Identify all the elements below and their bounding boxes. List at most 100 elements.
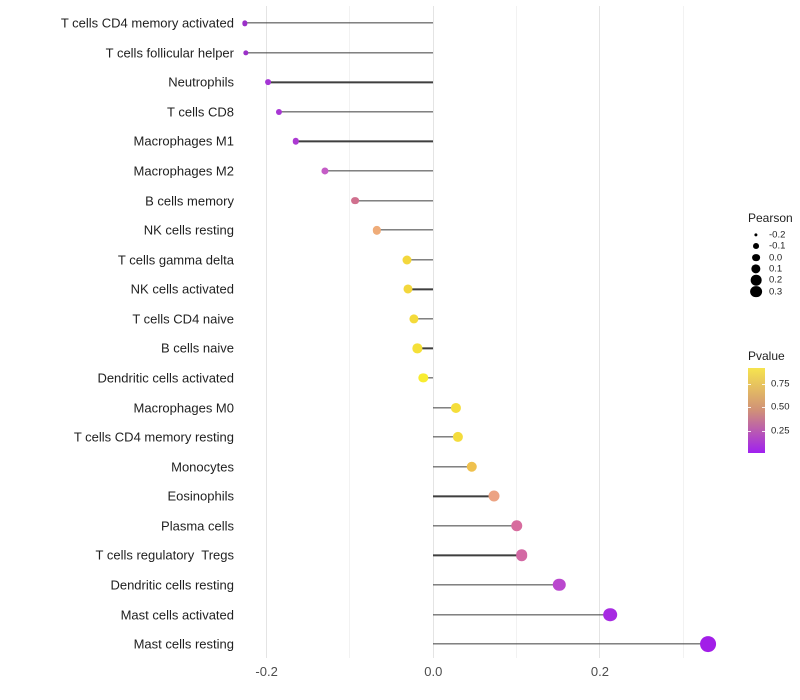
size-legend-dot xyxy=(754,233,758,237)
lollipop-stem xyxy=(433,584,560,586)
size-legend-value: -0.2 xyxy=(769,229,786,241)
lollipop-dot xyxy=(372,226,381,235)
y-axis-label: T cells CD4 naive xyxy=(132,311,234,327)
lollipop-dot xyxy=(453,432,464,443)
y-axis-label: Monocytes xyxy=(171,459,234,475)
lollipop-stem xyxy=(406,259,434,261)
lollipop-stem xyxy=(408,288,434,290)
x-axis-tick-label: -0.2 xyxy=(255,664,278,679)
pvalue-tick-mark xyxy=(762,384,765,385)
y-axis-label: Dendritic cells activated xyxy=(97,370,234,386)
lollipop-stem xyxy=(433,466,472,468)
y-axis-label: Macrophages M1 xyxy=(133,133,234,149)
lollipop-stem xyxy=(433,613,610,616)
lollipop-dot xyxy=(418,373,428,383)
lollipop-stem xyxy=(244,22,434,24)
lollipop-stem xyxy=(324,170,434,172)
y-axis-label: NK cells resting xyxy=(143,222,234,238)
lollipop-dot xyxy=(510,520,523,532)
pvalue-tick-label: 0.75 xyxy=(771,378,790,390)
lollipop-dot xyxy=(515,549,528,562)
y-axis-label: Macrophages M0 xyxy=(133,400,234,416)
pvalue-tick-label: 0.50 xyxy=(771,401,790,413)
size-legend-value: 0.2 xyxy=(769,274,783,286)
lollipop-stem xyxy=(433,525,517,527)
gridline-x-major xyxy=(599,6,601,658)
lollipop-stem xyxy=(433,495,495,497)
size-legend-value: 0.0 xyxy=(769,252,783,264)
lollipop-dot xyxy=(242,20,248,26)
lollipop-stem xyxy=(376,229,434,231)
pvalue-tick-mark xyxy=(762,430,765,432)
lollipop-stem xyxy=(295,140,434,143)
lollipop-dot xyxy=(276,108,283,115)
size-legend-value: 0.3 xyxy=(769,286,783,297)
pvalue-colorbar xyxy=(748,368,765,453)
size-legend-dot xyxy=(752,253,760,262)
y-axis-label: Dendritic cells resting xyxy=(110,577,234,593)
pvalue-tick-label: 0.25 xyxy=(771,425,790,437)
lollipop-dot xyxy=(603,607,617,622)
lollipop-dot xyxy=(243,50,249,56)
lollipop-stem xyxy=(268,81,434,83)
lollipop-dot xyxy=(351,196,359,205)
size-legend-dot xyxy=(753,243,759,250)
lollipop-stem xyxy=(433,436,459,438)
gridline-x-minor xyxy=(516,6,518,658)
size-legend-value: 0.1 xyxy=(769,263,783,275)
gridline-x-major xyxy=(432,6,434,658)
lollipop-dot xyxy=(412,343,423,354)
y-axis-label: T cells gamma delta xyxy=(117,252,234,268)
gridline-x-minor xyxy=(349,6,351,658)
x-axis-tick-label: 0.0 xyxy=(424,664,443,679)
lollipop-stem xyxy=(417,347,434,350)
lollipop-dot xyxy=(321,167,329,175)
pvalue-tick-mark xyxy=(748,430,751,432)
lollipop-dot xyxy=(552,578,566,592)
y-axis-label: B cells naive xyxy=(161,340,234,356)
lollipop-stem xyxy=(433,643,709,645)
y-axis-label: T cells follicular helper xyxy=(105,45,234,61)
pvalue-tick-mark xyxy=(748,407,751,409)
lollipop-dot xyxy=(292,138,300,145)
lollipop-stem xyxy=(414,318,434,320)
y-axis-label: Macrophages M2 xyxy=(133,163,234,179)
size-legend-dot xyxy=(751,264,761,274)
size-legend-dot xyxy=(750,285,762,298)
y-axis-label: Neutrophils xyxy=(168,74,234,90)
y-axis-label: Mast cells activated xyxy=(120,607,234,623)
pvalue-tick-mark xyxy=(762,407,765,409)
color-legend-title: Pvalue xyxy=(748,349,785,363)
lollipop-dot xyxy=(450,402,461,413)
lollipop-stem xyxy=(433,554,522,557)
size-legend-value: -0.1 xyxy=(769,240,786,252)
lollipop-stem xyxy=(354,199,434,202)
x-axis-tick-label: 0.2 xyxy=(590,664,609,679)
size-legend-dot xyxy=(750,274,762,286)
lollipop-dot xyxy=(700,636,717,653)
gridline-x-minor xyxy=(682,6,684,658)
lollipop-stem xyxy=(279,111,434,113)
y-axis-label: T cells regulatory Tregs xyxy=(95,547,234,563)
lollipop-dot xyxy=(265,79,272,86)
size-legend-title: Pearson xyxy=(748,211,793,225)
y-axis-label: NK cells activated xyxy=(130,281,234,297)
y-axis-label: T cells CD4 memory activated xyxy=(60,15,234,31)
lollipop-stem xyxy=(245,52,434,54)
lollipop-dot xyxy=(409,314,419,324)
y-axis-label: B cells memory xyxy=(145,193,234,209)
gridline-x-major xyxy=(266,6,268,658)
pvalue-tick-mark xyxy=(748,384,751,385)
lollipop-dot xyxy=(403,284,413,294)
lollipop-stem xyxy=(423,377,434,379)
lollipop-stem xyxy=(433,406,456,409)
lollipop-dot xyxy=(466,461,477,472)
y-axis-label: Mast cells resting xyxy=(133,636,234,652)
y-axis-label: Plasma cells xyxy=(161,518,234,534)
y-axis-label: Eosinophils xyxy=(167,488,235,504)
y-axis-label: T cells CD4 memory resting xyxy=(73,429,234,445)
lollipop-dot xyxy=(402,255,412,265)
y-axis-label: T cells CD8 xyxy=(167,104,234,120)
lollipop-dot xyxy=(488,490,500,502)
